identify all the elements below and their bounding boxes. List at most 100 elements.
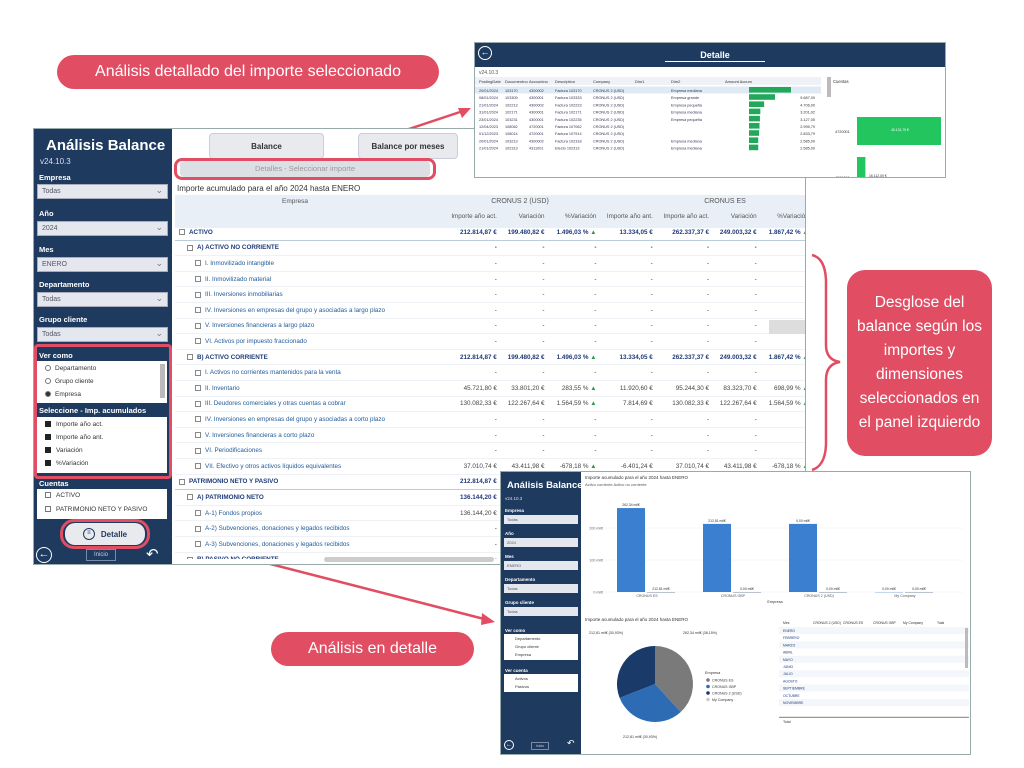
table-cell[interactable]: -	[760, 303, 805, 319]
table-cell[interactable]: -	[547, 427, 599, 443]
table-cell[interactable]: -	[437, 287, 500, 303]
column-header[interactable]: %Variación	[777, 213, 806, 221]
filter-customer-group-select[interactable]: Todas	[37, 327, 168, 342]
table-cell[interactable]: -	[760, 334, 805, 350]
radio-grupo-cliente[interactable]: Grupo cliente	[45, 378, 94, 385]
table-cell[interactable]: -6.401,24 €	[599, 459, 655, 475]
table-cell[interactable]: 37.010,74 €	[656, 459, 712, 475]
table-cell[interactable]: -	[712, 443, 760, 459]
expand-icon[interactable]	[195, 322, 201, 329]
undo-icon[interactable]: ↶	[567, 738, 575, 748]
table-cell[interactable]: -	[656, 412, 712, 428]
table-cell[interactable]: -	[500, 365, 548, 381]
table-cell[interactable]: -	[656, 287, 712, 303]
expand-icon[interactable]	[195, 385, 201, 392]
table-cell[interactable]: 13.334,05 €	[599, 349, 655, 365]
column-header[interactable]: Importe año act.	[663, 213, 710, 221]
table-cell[interactable]: -	[656, 427, 712, 443]
bar[interactable]	[617, 508, 645, 592]
column-header[interactable]: Variación	[730, 213, 757, 221]
d2-radio-pasivos[interactable]: Pasivos	[515, 684, 530, 689]
expand-icon[interactable]	[195, 369, 201, 376]
table-cell[interactable]: 13.334,05 €	[599, 225, 655, 241]
tab-balance-por-meses[interactable]: Balance por meses	[358, 133, 458, 159]
amount-bar[interactable]	[749, 94, 776, 100]
table-cell[interactable]: -	[656, 256, 712, 272]
table-cell[interactable]: -	[712, 412, 760, 428]
expand-icon[interactable]	[195, 509, 201, 516]
scrollbar[interactable]	[160, 364, 165, 398]
detalle-scrollbar[interactable]	[827, 77, 831, 97]
table-cell[interactable]: 212.814,87 €	[437, 349, 500, 365]
undo-icon[interactable]: ↶	[146, 546, 159, 563]
pie-slice[interactable]	[655, 646, 693, 712]
table-cell[interactable]: 199.480,82 €	[500, 225, 548, 241]
table-cell[interactable]: 1.564,59 % ▲	[760, 396, 805, 412]
table-cell[interactable]: -	[712, 256, 760, 272]
table-cell[interactable]: -	[437, 521, 500, 537]
table-cell[interactable]: -678,18 % ▲	[760, 459, 805, 475]
table-cell[interactable]: -	[599, 287, 655, 303]
row-label[interactable]: IV. Inversiones en empresas del grupo y …	[175, 303, 437, 319]
d2-filter-select[interactable]: Todas	[504, 607, 578, 616]
d2-radio-grupo[interactable]: Grupo cliente	[515, 644, 539, 649]
table-cell[interactable]: -	[656, 240, 712, 256]
table-cell[interactable]: 136.144,20 €	[437, 490, 500, 506]
expand-icon[interactable]	[179, 228, 185, 235]
expand-icon[interactable]	[195, 525, 201, 532]
column-header[interactable]: Importe año act.	[451, 213, 497, 221]
table-cell[interactable]: -	[712, 365, 760, 381]
expand-icon[interactable]	[195, 338, 201, 345]
table-cell[interactable]: -	[437, 303, 500, 319]
table-cell[interactable]: 83.323,70 €	[712, 381, 760, 397]
d2-radio-empresa[interactable]: Empresa	[515, 652, 532, 657]
table-cell[interactable]: -	[500, 318, 548, 334]
row-label[interactable]: B) PASIVO NO CORRIENTE	[175, 552, 437, 559]
d2-filter-select[interactable]: ENERO	[504, 561, 578, 570]
row-label[interactable]: V. Inversiones financieras a largo plazo	[175, 318, 437, 334]
table-cell[interactable]: -	[760, 412, 805, 428]
table-cell[interactable]: -	[712, 287, 760, 303]
d2-filter-select[interactable]: Todas	[504, 584, 578, 593]
table-cell[interactable]: 43.411,98 €	[500, 459, 548, 475]
table-cell[interactable]: 283,55 % ▲	[547, 381, 599, 397]
filter-month-select[interactable]: ENERO	[37, 257, 168, 272]
row-label[interactable]: A) PATRIMONIO NETO	[175, 490, 437, 506]
inicio-button[interactable]: Inicio	[86, 549, 116, 561]
expand-icon[interactable]	[195, 307, 201, 314]
tab-balance[interactable]: Balance	[209, 133, 324, 159]
row-label[interactable]: IV. Inversiones en empresas del grupo y …	[175, 412, 437, 428]
row-label[interactable]: A-1) Fondos propios	[175, 505, 437, 521]
back-arrow-icon[interactable]: ←	[504, 740, 514, 750]
table-cell[interactable]: -	[437, 365, 500, 381]
table-cell[interactable]: 11.920,60 €	[599, 381, 655, 397]
table-cell[interactable]: -	[547, 365, 599, 381]
table-cell[interactable]: 1.496,03 % ▲	[547, 225, 599, 241]
table-cell[interactable]: 262.337,37 €	[656, 225, 712, 241]
back-arrow-icon[interactable]: ←	[36, 547, 52, 563]
expand-icon[interactable]	[195, 463, 201, 470]
table-cell[interactable]: -	[712, 427, 760, 443]
row-label[interactable]: A-2) Subvenciones, donaciones y legados …	[175, 521, 437, 537]
check-variacion[interactable]: Variación	[45, 447, 83, 454]
expand-icon[interactable]	[187, 353, 193, 360]
pie-slice[interactable]	[617, 646, 655, 698]
account-bar[interactable]	[857, 117, 941, 145]
table-cell[interactable]: -	[547, 303, 599, 319]
expand-icon[interactable]	[195, 431, 201, 438]
table-cell[interactable]: 130.082,33 €	[437, 396, 500, 412]
table-cell[interactable]: -	[437, 256, 500, 272]
table-cell[interactable]: -	[712, 271, 760, 287]
account-bar[interactable]	[857, 157, 866, 178]
back-arrow-icon[interactable]: ←	[478, 46, 492, 60]
table-cell[interactable]: 249.003,32 €	[712, 225, 760, 241]
table-cell[interactable]: -	[599, 256, 655, 272]
table-cell[interactable]: 95.244,30 €	[656, 381, 712, 397]
check-activo[interactable]: ACTIVO	[45, 492, 80, 499]
table-cell[interactable]: -	[656, 271, 712, 287]
row-label[interactable]: III. Inversiones inmobiliarias	[175, 287, 437, 303]
table-cell[interactable]: -	[547, 271, 599, 287]
table-cell[interactable]: -	[437, 334, 500, 350]
table-cell[interactable]: -	[500, 287, 548, 303]
table-cell[interactable]: -	[437, 412, 500, 428]
